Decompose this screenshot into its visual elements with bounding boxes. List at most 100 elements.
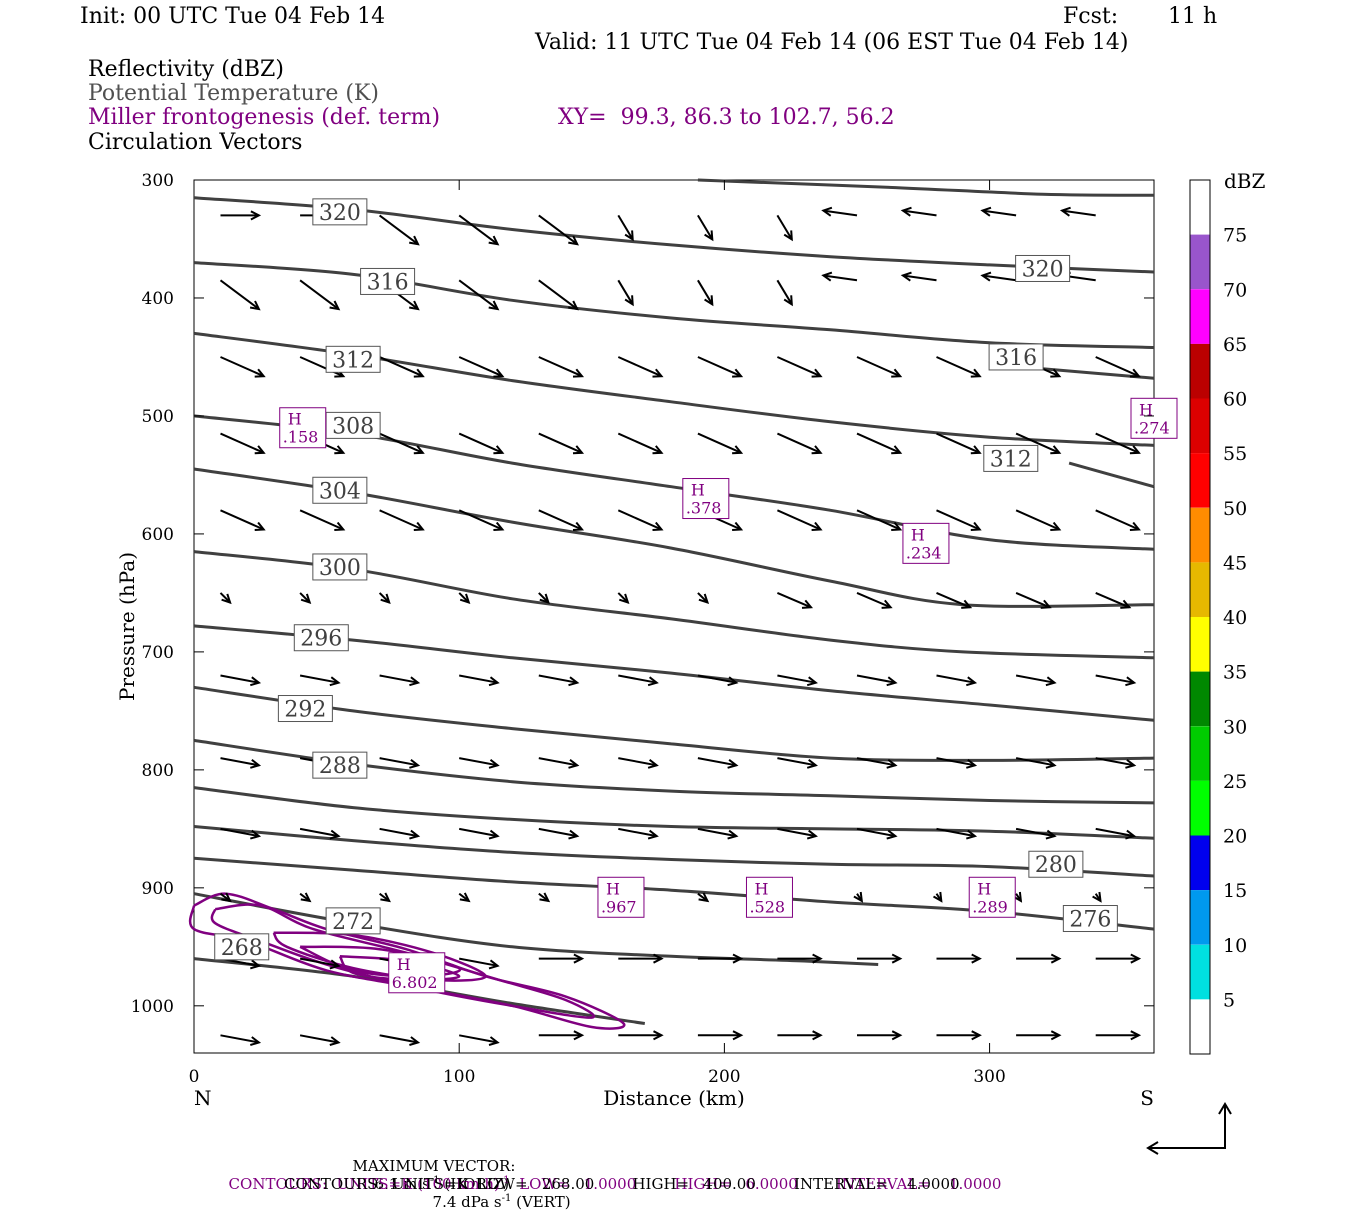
circulation-vector-head <box>647 829 659 840</box>
circulation-vector-head <box>966 676 978 687</box>
circulation-vector-head <box>970 521 982 531</box>
circulation-vector-head <box>254 445 266 455</box>
circulation-vector <box>777 757 816 767</box>
theta-label-box <box>1028 850 1084 878</box>
circulation-vector-head <box>250 759 262 769</box>
circulation-vector <box>458 214 499 245</box>
circulation-vector-head <box>250 676 262 687</box>
circulation-vector-head <box>329 829 341 840</box>
theta-label-box <box>325 345 381 373</box>
circulation-vector-head <box>891 368 903 378</box>
circulation-vector-head <box>806 676 818 687</box>
circulation-vector-head <box>727 759 739 769</box>
circulation-vector-head <box>783 295 793 307</box>
circulation-vector-head <box>806 759 818 769</box>
circulation-vector-head <box>812 953 823 964</box>
circulation-vector-head <box>409 300 420 311</box>
circulation-vector <box>379 432 424 454</box>
colorbar-label: 25 <box>1223 771 1247 793</box>
circulation-vector-head <box>698 892 710 903</box>
y-tick-label: 400 <box>142 289 174 309</box>
circulation-vector <box>936 356 981 378</box>
circulation-vector-head <box>1130 953 1142 964</box>
frontogenesis-max-value: .274 <box>1134 418 1170 437</box>
circulation-vector-head <box>970 368 982 378</box>
colorbar-segment <box>1190 890 1210 945</box>
frontogenesis-max-symbol: H <box>977 879 991 898</box>
circulation-vector <box>379 674 419 684</box>
circulation-vector <box>538 432 583 454</box>
circulation-vector-head <box>812 1030 823 1041</box>
circulation-vector-head <box>1092 891 1102 903</box>
circulation-vector <box>823 274 858 282</box>
frontogenesis-max-box <box>745 876 793 918</box>
footer-contours-theta: CONTOURS: UNITS=K LOW= 268.00 HIGH= 400.… <box>284 1175 960 1193</box>
x-tick-label: 300 <box>973 1067 1005 1087</box>
circulation-vector <box>538 592 550 604</box>
colorbar-segment <box>1190 343 1210 399</box>
frontogenesis-max-box <box>279 407 327 449</box>
colorbar-label: 10 <box>1223 935 1247 957</box>
circulation-vector <box>776 432 822 454</box>
contours1-b: LOW= 1.0000 HIGH= 6.0000 INTERVAL= 1.000… <box>509 1175 1002 1193</box>
frontogenesis-max-symbol: H <box>911 525 925 544</box>
circulation-vector-head <box>493 445 505 455</box>
circulation-vector <box>856 509 901 531</box>
circulation-vector-head <box>966 759 978 769</box>
circulation-vector <box>299 1034 339 1044</box>
circulation-vector <box>1061 209 1096 217</box>
circulation-vector <box>220 432 265 454</box>
circulation-vector-head <box>704 230 714 242</box>
circulation-vector-head <box>300 593 312 605</box>
circulation-vector-head <box>250 829 262 840</box>
circulation-vector-head <box>732 521 744 531</box>
colorbar-label: 65 <box>1223 334 1247 356</box>
circulation-vector-head <box>568 829 580 840</box>
theta-contour-316 <box>1042 367 1155 380</box>
theta-contour-284 <box>193 786 1155 840</box>
circulation-vector-head <box>334 521 346 531</box>
circulation-vector-head <box>250 1036 262 1046</box>
frontogenesis-max-box <box>682 478 730 520</box>
circulation-vector-head <box>783 230 793 242</box>
circulation-vector-head <box>853 891 864 903</box>
circulation-vector <box>379 827 419 838</box>
frontogenesis-max-value: 6.802 <box>392 973 438 992</box>
circulation-vector <box>823 209 858 217</box>
circulation-vector-head <box>624 295 634 307</box>
frontogenesis-max-box <box>968 876 1016 918</box>
circulation-vector <box>379 509 424 531</box>
circulation-vector <box>220 827 260 838</box>
circulation-vector <box>618 757 657 767</box>
frontogenesis-max-symbol: H <box>397 955 411 974</box>
circulation-vector <box>1095 509 1140 531</box>
circulation-vector <box>1015 591 1051 609</box>
theta-label-box <box>312 553 368 581</box>
circulation-vector-head <box>970 445 982 455</box>
circulation-vector-head <box>568 676 580 687</box>
circulation-vector-head <box>488 959 500 970</box>
circulation-vector-head <box>698 593 710 605</box>
circulation-vector <box>617 509 662 531</box>
circulation-vector-head <box>811 521 823 531</box>
circulation-vector-head <box>900 206 912 217</box>
circulation-vector-head <box>1129 521 1141 531</box>
circulation-vector <box>220 356 265 378</box>
forecast-hour: 11 h <box>1168 4 1218 29</box>
circulation-vector <box>459 957 498 967</box>
circulation-vector-head <box>409 759 421 769</box>
circulation-vector-head <box>409 1036 421 1046</box>
circulation-vector-head <box>647 759 659 769</box>
circulation-vector-head <box>573 1030 585 1041</box>
circulation-vector <box>856 757 896 767</box>
max-horiz-sup: -1 <box>429 1175 440 1186</box>
circulation-vector-head <box>647 676 659 687</box>
circulation-vector <box>459 1034 498 1044</box>
colorbar-label: 40 <box>1223 607 1247 629</box>
circulation-vector-head <box>380 593 391 605</box>
circulation-vector <box>220 674 260 684</box>
circulation-vector-head <box>572 445 585 455</box>
circulation-vector-head <box>413 521 425 531</box>
circulation-vector-head <box>1050 521 1062 531</box>
circulation-vector-head <box>329 959 341 970</box>
